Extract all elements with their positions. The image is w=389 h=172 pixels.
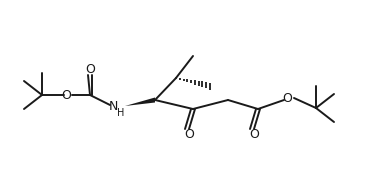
Text: O: O (61, 89, 71, 101)
Polygon shape (125, 98, 155, 106)
Text: O: O (282, 92, 292, 105)
Text: H: H (117, 108, 125, 118)
Text: O: O (249, 128, 259, 142)
Text: O: O (85, 62, 95, 76)
Text: N: N (108, 99, 118, 112)
Text: O: O (184, 128, 194, 142)
